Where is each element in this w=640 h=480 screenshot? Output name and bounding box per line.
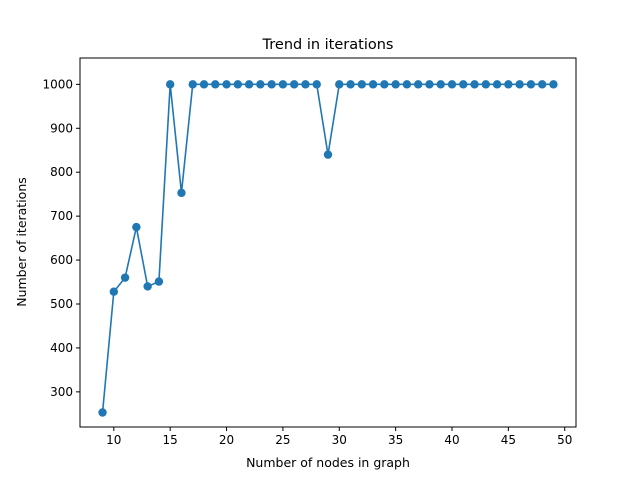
data-point — [256, 80, 265, 89]
plot-area — [98, 80, 558, 417]
data-point — [436, 80, 445, 89]
data-point — [380, 80, 389, 89]
y-tick-label: 500 — [50, 297, 73, 311]
x-tick-label: 25 — [275, 433, 290, 447]
axes-frame — [79, 57, 577, 428]
data-point — [267, 80, 276, 89]
x-tick-label: 35 — [388, 433, 403, 447]
x-tick-label: 20 — [219, 433, 234, 447]
data-point — [549, 80, 558, 89]
x-tick-label: 50 — [557, 433, 572, 447]
data-point — [346, 80, 355, 89]
data-point — [109, 287, 119, 296]
y-tick-label: 900 — [50, 121, 73, 135]
data-point — [98, 408, 107, 417]
data-point — [188, 80, 197, 89]
data-point — [211, 80, 220, 89]
data-point — [165, 80, 175, 89]
data-point — [504, 80, 513, 89]
data-point — [335, 80, 344, 89]
data-point — [459, 80, 468, 89]
data-point — [177, 188, 186, 198]
y-tick-label: 300 — [50, 385, 73, 399]
x-axis-label: Number of nodes in graph — [246, 455, 410, 470]
data-point — [537, 80, 547, 89]
data-point — [120, 273, 130, 282]
y-tick-label: 700 — [50, 209, 73, 223]
data-point — [391, 80, 400, 89]
y-tick-label: 400 — [50, 341, 73, 355]
data-point — [368, 80, 378, 89]
data-point — [278, 80, 288, 89]
x-tick-label: 30 — [332, 433, 347, 447]
data-point — [233, 80, 243, 89]
data-point — [312, 80, 321, 89]
x-tick-label: 45 — [501, 433, 516, 447]
x-tick-label: 10 — [106, 433, 121, 447]
y-tick-label: 600 — [50, 253, 73, 267]
x-tick-label: 15 — [163, 433, 178, 447]
data-point — [154, 277, 164, 286]
data-point — [447, 80, 457, 89]
data-point — [323, 150, 333, 159]
data-point — [357, 80, 367, 89]
data-point — [526, 80, 536, 89]
chart-title: Trend in iterations — [262, 37, 394, 53]
data-point — [244, 80, 254, 89]
data-point — [143, 282, 152, 291]
data-point — [425, 80, 434, 89]
data-point — [481, 80, 491, 89]
data-point — [199, 80, 209, 89]
data-point — [301, 80, 310, 89]
y-axis-label: Number of iterations — [14, 177, 29, 307]
data-point — [515, 80, 524, 89]
data-point — [413, 80, 423, 89]
data-point — [470, 80, 479, 89]
data-point — [402, 80, 412, 89]
data-point — [222, 80, 231, 89]
axis-ticks: 10 15 20 25 30 35 40 45 50 300 400 500 600 700 800 900 1… — [42, 77, 572, 447]
x-tick-label: 40 — [444, 433, 459, 447]
data-point — [289, 80, 299, 89]
data-point — [132, 222, 141, 232]
y-tick-label: 1000 — [42, 77, 73, 91]
y-tick-label: 800 — [50, 165, 73, 179]
data-point — [492, 80, 502, 89]
